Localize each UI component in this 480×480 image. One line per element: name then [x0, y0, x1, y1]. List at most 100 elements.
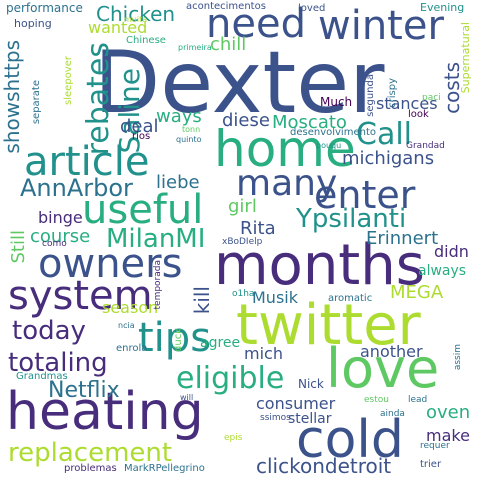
word-today: today — [12, 316, 86, 346]
word-performance: performance — [6, 1, 83, 15]
word-wanted: wanted — [88, 18, 148, 37]
word-como: como — [42, 239, 67, 249]
word-desenvolvimento: desenvolvimento — [290, 127, 376, 138]
word-quinto: quinto — [176, 135, 202, 144]
word-need: need — [206, 1, 306, 47]
word-aromatic: aromatic — [328, 293, 373, 304]
word-make: make — [426, 426, 470, 445]
word-rita: Rita — [240, 218, 276, 239]
word-didn: didn — [434, 242, 469, 261]
word-oven: oven — [426, 402, 471, 423]
word-many: many — [236, 163, 338, 204]
word-epis: epis — [224, 433, 243, 443]
word-requer: requer — [420, 441, 450, 451]
word-markrpellegrino: MarkRPellegrino — [124, 463, 205, 474]
word-grandmas: Grandmas — [16, 371, 68, 382]
word-problemas: problemas — [64, 463, 117, 474]
word-season: season — [102, 298, 159, 317]
word-milanmi: MilanMI — [106, 224, 206, 254]
word-deal: deal — [120, 116, 159, 137]
word-sleepover: sleepover — [63, 56, 74, 105]
word-tonn: tonn — [182, 125, 201, 134]
word-heating: heating — [6, 382, 204, 442]
word-diese: diese — [222, 110, 270, 131]
word-consumer: consumer — [256, 394, 336, 413]
word-stellar: stellar — [288, 411, 332, 427]
word-totaling: totaling — [8, 348, 108, 378]
word-michigans: michigans — [342, 148, 435, 169]
word-primeira: primeira — [178, 43, 212, 52]
word-rios: rios — [132, 131, 151, 142]
word-lead: lead — [408, 395, 428, 405]
word-segunda: segunda — [365, 74, 376, 117]
word-eligible: eligible — [176, 361, 285, 396]
word-crispy: crispy — [387, 78, 398, 108]
word-ypsilanti: Ypsilanti — [296, 204, 407, 234]
word-article: article — [24, 139, 150, 185]
word-course: course — [30, 226, 91, 247]
word-stances: stances — [376, 94, 438, 113]
word-chill: chill — [210, 34, 247, 55]
word-much: Much — [320, 95, 353, 109]
word-dexter: Dexter — [94, 33, 385, 133]
word-chinese: Chinese — [126, 35, 166, 46]
word-nick: Nick — [298, 377, 324, 391]
word-muita: muita — [124, 15, 148, 24]
word-paci: paci — [422, 93, 441, 103]
word-home: home — [214, 120, 356, 178]
word-months: months — [214, 233, 425, 298]
word-kill: kill — [190, 286, 214, 315]
word-grandad: Grandad — [406, 141, 445, 151]
word-owners: owners — [38, 241, 183, 287]
word-look: look — [408, 109, 429, 120]
word-still: Still — [8, 230, 29, 264]
word-tips: tips — [138, 315, 212, 361]
word-supernatural: Supernatural — [459, 22, 472, 94]
word-musik: Musik — [252, 288, 298, 307]
word-system: system — [8, 273, 153, 319]
word-assim: assim — [453, 344, 463, 371]
word-mich: mich — [244, 344, 283, 363]
word-love: love — [326, 337, 440, 400]
word-rebates: rebates — [81, 42, 116, 156]
word-temporada: temporada — [153, 260, 163, 310]
word-useful: useful — [82, 187, 204, 233]
word-ways: ways — [156, 106, 202, 127]
word-agree: agree — [200, 335, 241, 351]
word-enrola: enrola — [116, 343, 148, 354]
word-ncia: ncia — [118, 321, 135, 330]
word-duck: duck — [173, 328, 184, 352]
word-always: always — [418, 263, 467, 279]
word-liebe: liebe — [156, 172, 200, 193]
word-chicken: Chicken — [96, 2, 176, 26]
word-pouqu: pouqu — [316, 141, 342, 150]
word-replacement: replacement — [8, 438, 173, 468]
word-cold: cold — [296, 410, 404, 470]
word-winter: winter — [318, 3, 444, 49]
word-trier: trier — [420, 459, 442, 470]
word-binge: binge — [38, 208, 83, 227]
word-ainda: ainda — [380, 409, 405, 419]
word-acontecimentos: acontecimentos — [186, 1, 266, 12]
word-mega: MEGA — [390, 282, 444, 303]
word-moscato: Moscato — [272, 112, 347, 133]
word-evening: Evening — [420, 1, 465, 14]
word-hoping: hoping — [14, 17, 52, 30]
word-will: will — [180, 393, 194, 402]
word-ssimos: ssimos — [260, 413, 291, 423]
word-twitter: twitter — [236, 293, 421, 358]
word-enter: enter — [314, 173, 416, 217]
word-annarbor: AnnArbor — [20, 174, 133, 202]
word-xbodielp: xBoDIelp — [222, 237, 263, 247]
word-showshttps: showshttps — [0, 40, 24, 154]
word-netflix: Netflix — [48, 378, 120, 403]
word-another: another — [360, 342, 423, 361]
word-o1ha: o1ha — [232, 289, 255, 299]
word-separate: separate — [31, 80, 42, 125]
word-erinnert: Erinnert — [366, 228, 439, 249]
word-clickondetroit: clickondetroit — [256, 454, 392, 478]
word-loved: loved — [298, 3, 326, 14]
word-call: Call — [356, 117, 413, 152]
word-estou: estou — [364, 395, 389, 405]
